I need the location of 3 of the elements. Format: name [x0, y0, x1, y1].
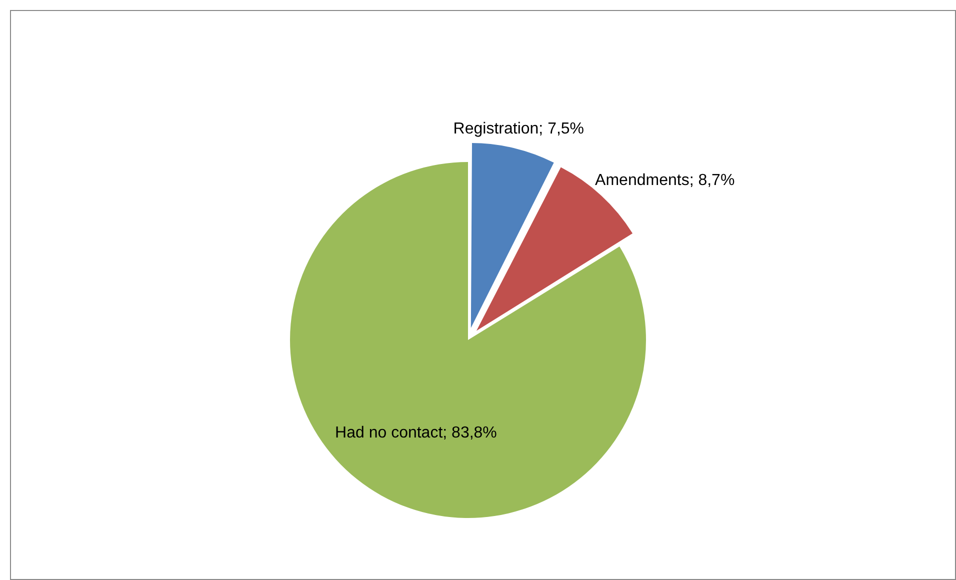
slice-label: Amendments; 8,7%	[595, 172, 735, 189]
slice-label: Had no contact; 83,8%	[335, 424, 497, 442]
slice-label: Registration; 7,5%	[453, 120, 584, 138]
